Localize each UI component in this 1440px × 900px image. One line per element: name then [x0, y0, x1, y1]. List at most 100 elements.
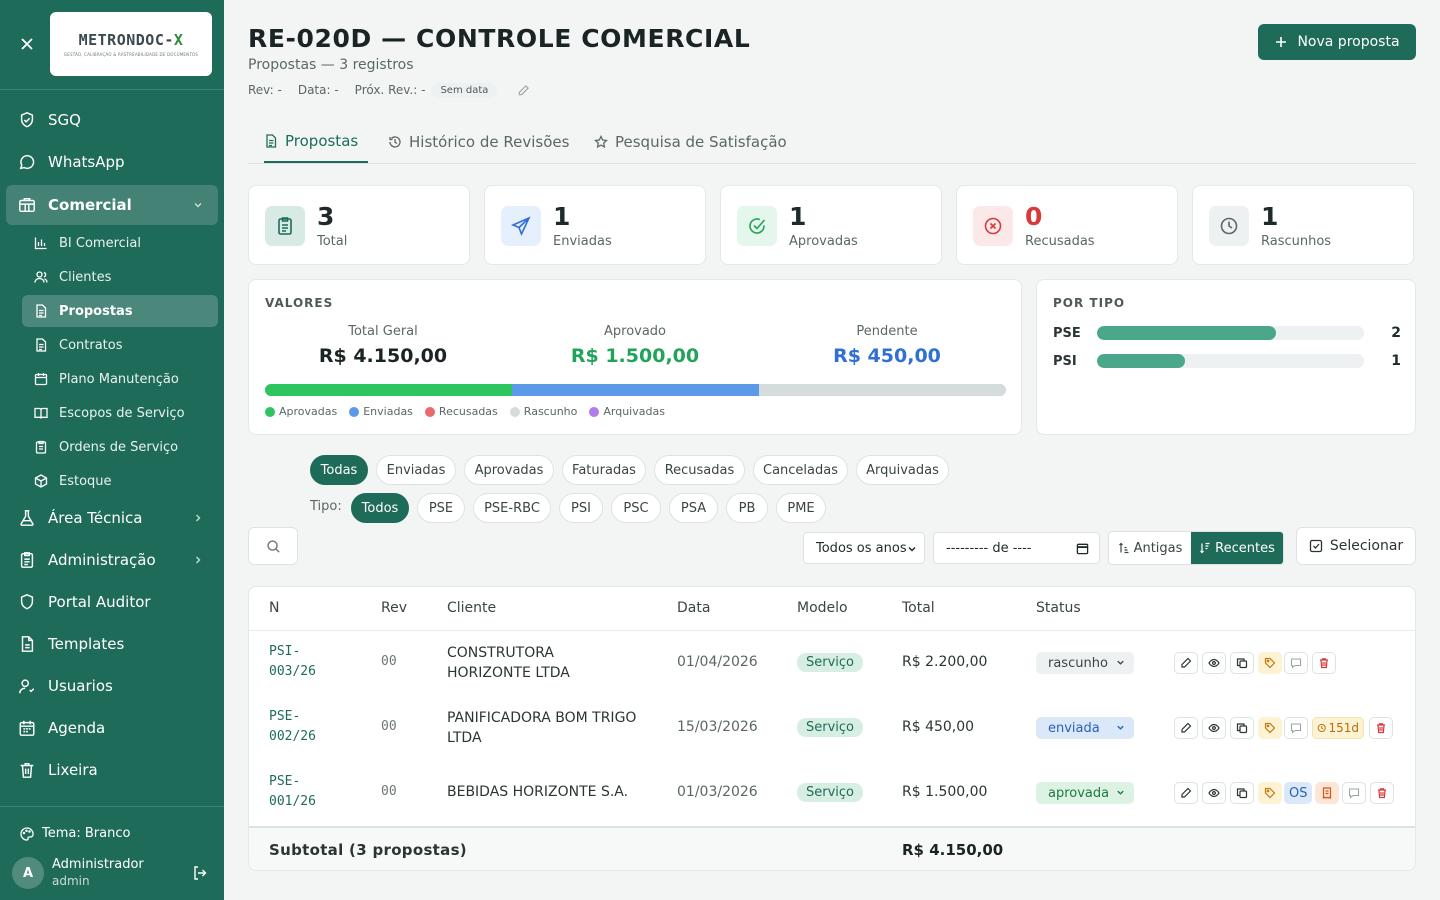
os-button[interactable]: OS [1284, 782, 1313, 804]
theme-toggle[interactable]: Tema: Branco [20, 826, 130, 841]
sidebar-item-usuarios[interactable]: Usuarios [6, 666, 218, 706]
col-status[interactable]: Status [1036, 600, 1081, 616]
tipo-pse-rbc[interactable]: PSE-RBC [473, 493, 551, 523]
sidebar-subitem-bi-comercial[interactable]: BI Comercial [22, 227, 218, 259]
search-button[interactable] [248, 527, 298, 565]
sidebar-item-area-tecnica[interactable]: Área Técnica [6, 498, 218, 538]
view-button[interactable] [1202, 717, 1226, 739]
days-badge[interactable]: 151d [1312, 717, 1364, 739]
chevron-down-icon [194, 203, 202, 208]
tipo-pb[interactable]: PB [726, 493, 768, 523]
palette-icon [20, 826, 34, 841]
comment-button[interactable] [1284, 717, 1308, 739]
duplicate-button[interactable] [1230, 652, 1254, 674]
sidebar-item-lixeira[interactable]: Lixeira [6, 750, 218, 790]
duplicate-button[interactable] [1230, 717, 1254, 739]
status-select[interactable]: enviada [1036, 717, 1134, 739]
sidebar-item-comercial[interactable]: Comercial [6, 185, 218, 225]
proposals-table: N Rev Cliente Data Modelo Total Status P… [248, 586, 1416, 871]
filter-recusadas[interactable]: Recusadas [654, 455, 745, 485]
logout-icon[interactable] [192, 865, 208, 881]
tag-button[interactable] [1258, 652, 1282, 674]
comment-button[interactable] [1342, 782, 1366, 804]
status-select[interactable]: aprovada [1036, 782, 1134, 804]
filter-todas[interactable]: Todas [310, 455, 368, 485]
sidebar-subitem-plano-manutencao[interactable]: Plano Manutenção [22, 363, 218, 395]
total-value: R$ 450,00 [902, 719, 975, 735]
new-proposal-button[interactable]: Nova proposta [1258, 24, 1416, 60]
sort-old-button[interactable]: Antigas [1109, 532, 1191, 564]
sidebar-item-templates[interactable]: Templates [6, 624, 218, 664]
select-button[interactable]: Selecionar [1296, 527, 1416, 565]
proposal-number[interactable]: PSI- 003/26 [269, 644, 316, 679]
filter-arquivadas[interactable]: Arquivadas [856, 455, 949, 485]
tag-icon [1264, 722, 1276, 734]
delete-button[interactable] [1369, 717, 1393, 739]
sidebar-subitem-propostas[interactable]: Propostas [22, 295, 218, 327]
view-button[interactable] [1202, 652, 1226, 674]
delete-button[interactable] [1370, 782, 1394, 804]
edit-button[interactable] [1174, 782, 1198, 804]
col-rev[interactable]: Rev [381, 600, 407, 616]
close-icon[interactable] [18, 35, 36, 53]
progress-segment-rascunho [758, 384, 1006, 396]
status-select[interactable]: rascunho [1036, 652, 1134, 674]
sidebar-item-whatsapp[interactable]: WhatsApp [6, 142, 218, 182]
col-data[interactable]: Data [677, 600, 711, 616]
tab-pesquisa[interactable]: Pesquisa de Satisfação [594, 120, 787, 163]
invoice-button[interactable] [1315, 782, 1339, 804]
tab-historico[interactable]: Histórico de Revisões [388, 120, 569, 163]
delete-button[interactable] [1312, 652, 1336, 674]
edit-button[interactable] [1174, 717, 1198, 739]
sidebar-item-administracao[interactable]: Administração [6, 540, 218, 580]
trash-icon [1377, 723, 1385, 734]
user-profile[interactable]: A Administrador admin [12, 857, 144, 889]
flask-icon [20, 510, 34, 526]
table-row[interactable]: PSE- 001/26 00 BEBIDAS HORIZONTE S.A. 01/… [249, 761, 1415, 826]
sidebar-subitem-ordens[interactable]: Ordens de Serviço [22, 431, 218, 463]
days-value: 151d [1328, 721, 1359, 735]
clipboard-icon [20, 552, 34, 568]
filter-canceladas[interactable]: Canceladas [753, 455, 848, 485]
tipo-pse[interactable]: PSE [417, 493, 465, 523]
year-select[interactable]: Todos os anos [803, 532, 925, 564]
valores-card: VALORES Total Geral R$ 4.150,00 Aprovado… [248, 279, 1022, 435]
proposal-number[interactable]: PSE- 002/26 [269, 709, 316, 744]
sort-new-button[interactable]: Recentes [1191, 532, 1283, 564]
tag-button[interactable] [1258, 782, 1282, 804]
tipo-pme[interactable]: PME [776, 493, 826, 523]
duplicate-button[interactable] [1230, 782, 1254, 804]
table-row[interactable]: PSE- 002/26 00 PANIFICADORA BOM TRIGO LTDA… [249, 696, 1415, 761]
edit-button[interactable] [1174, 652, 1198, 674]
col-cliente[interactable]: Cliente [447, 600, 497, 616]
sidebar-header: METRONDOC-X GESTÃO, CALIBRAÇÃO & RASTREA… [0, 0, 224, 90]
sidebar-subitem-contratos[interactable]: Contratos [22, 329, 218, 361]
table-row[interactable]: PSI- 003/26 00 CONSTRUTORA HORIZONTE LTDA … [249, 631, 1415, 696]
calendar-icon[interactable] [1076, 542, 1089, 555]
tag-button[interactable] [1258, 717, 1282, 739]
col-total[interactable]: Total [902, 600, 935, 616]
store-icon [19, 197, 35, 213]
sidebar-subitem-estoque[interactable]: Estoque [22, 465, 218, 497]
col-modelo[interactable]: Modelo [797, 600, 848, 616]
tab-propostas[interactable]: Propostas [264, 120, 368, 163]
filter-enviadas[interactable]: Enviadas [376, 455, 456, 485]
sidebar-item-portal-auditor[interactable]: Portal Auditor [6, 582, 218, 622]
view-button[interactable] [1202, 782, 1226, 804]
sidebar-subitem-escopos[interactable]: Escopos de Serviço [22, 397, 218, 429]
sidebar-item-agenda[interactable]: Agenda [6, 708, 218, 748]
tipo-todos[interactable]: Todos [351, 493, 409, 523]
month-input[interactable]: --------- de ---- [933, 532, 1100, 564]
col-n[interactable]: N [269, 600, 280, 616]
sidebar-item-sgq[interactable]: SGQ [6, 100, 218, 140]
proposal-number[interactable]: PSE- 001/26 [269, 774, 316, 809]
filter-faturadas[interactable]: Faturadas [562, 455, 646, 485]
sidebar-subitem-clientes[interactable]: Clientes [22, 261, 218, 293]
tipo-psc[interactable]: PSC [611, 493, 661, 523]
tipo-psi[interactable]: PSI [559, 493, 603, 523]
tipo-psa[interactable]: PSA [669, 493, 718, 523]
legend-item: Aprovadas [265, 405, 337, 418]
comment-button[interactable] [1284, 652, 1308, 674]
edit-pencil-icon[interactable] [517, 84, 530, 97]
filter-aprovadas[interactable]: Aprovadas [464, 455, 554, 485]
